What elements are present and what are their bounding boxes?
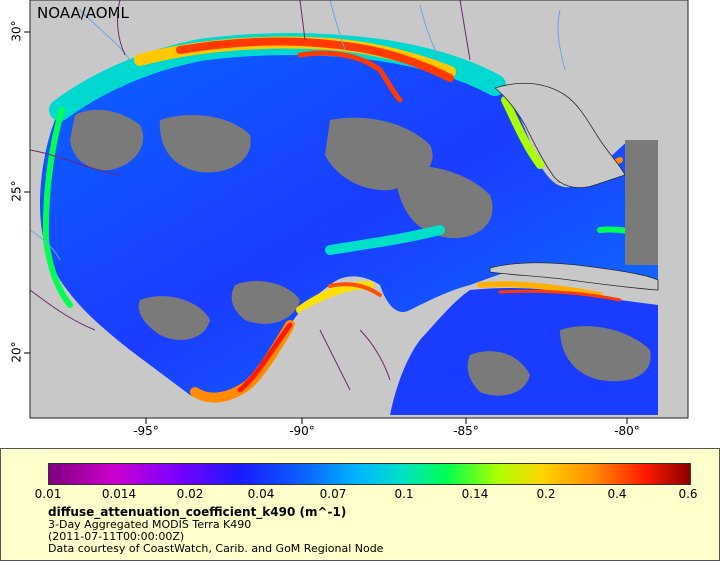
y-tick-label: 25°	[9, 180, 24, 202]
colorbar-tick-label: 0.2	[536, 487, 556, 501]
colorbar	[48, 463, 691, 485]
colorbar-tick-label: 0.014	[101, 487, 137, 501]
legend-dataset-line: 3-Day Aggregated MODIS Terra K490	[48, 518, 252, 531]
colorbar-tick-label: 0.04	[247, 487, 275, 501]
colorbar-tick-label: 0.14	[461, 487, 489, 501]
bahamas-no-data	[625, 140, 658, 265]
x-tick-label: -90°	[289, 424, 315, 438]
caribbean-water	[390, 288, 658, 415]
x-tick-label: -85°	[453, 424, 479, 438]
legend-title: diffuse_attenuation_coefficient_k490 (m^…	[48, 505, 347, 519]
no-data-patches	[70, 109, 651, 396]
colorbar-tick-label: 0.1	[394, 487, 414, 501]
y-tick-label: 20°	[9, 341, 24, 363]
coastal-turbidity	[42, 33, 658, 403]
y-tick-label: 30°	[9, 20, 24, 42]
rivers	[29, 0, 566, 261]
x-tick-label: -95°	[133, 424, 159, 438]
map-canvas	[24, 0, 689, 424]
axis-ticks	[24, 31, 628, 424]
colorbar-tick-label: 0.01	[34, 487, 62, 501]
colorbar-tick-label: 0.6	[678, 487, 698, 501]
legend-credit-line: Data courtesy of CoastWatch, Carib. and …	[48, 542, 384, 555]
yucatan-land	[250, 294, 389, 415]
legend-date-line: (2011-07-11T00:00:00Z)	[48, 530, 185, 543]
map-panel: NOAA/AOML -95° -90° -85° -80° 30° 25° 20…	[9, 0, 689, 438]
map-border	[29, 0, 689, 419]
colorbar-tick-label: 0.02	[176, 487, 204, 501]
x-tick-label: -80°	[614, 424, 640, 438]
agency-label: NOAA/AOML	[37, 4, 129, 22]
colorbar-tick-label: 0.07	[319, 487, 347, 501]
cuba-land	[489, 262, 659, 291]
colorbar-tick-label: 0.4	[607, 487, 627, 501]
legend-panel: 0.01 0.014 0.02 0.04 0.07 0.1 0.14 0.2 0…	[0, 448, 720, 561]
borders	[29, 0, 471, 391]
